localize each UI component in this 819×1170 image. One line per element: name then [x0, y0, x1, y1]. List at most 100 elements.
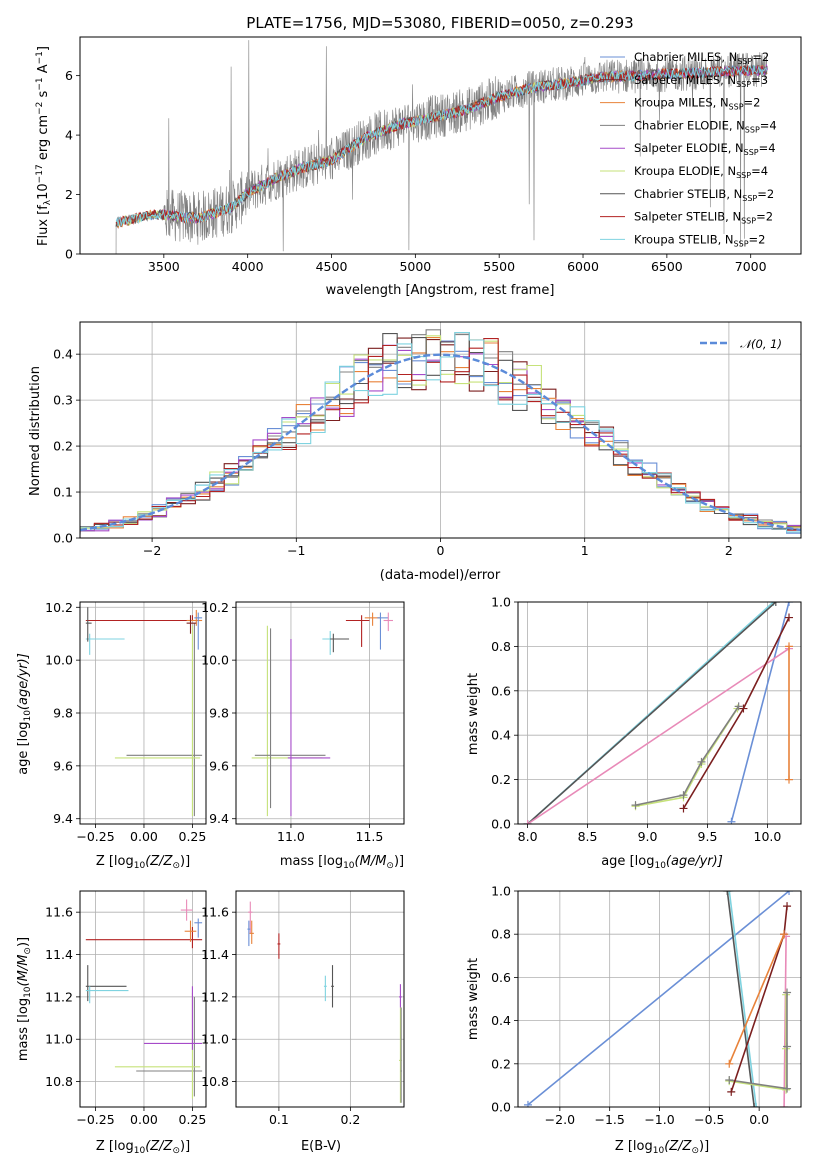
errorbar-kroupa-stelib: [85, 633, 125, 655]
weight-marker: [679, 791, 688, 800]
x-tick-label: 0.00: [130, 829, 158, 844]
x-tick-label: 10.0: [754, 829, 782, 844]
legend-sub: SSP: [736, 80, 751, 89]
x-tick-label: −1.0: [644, 1112, 674, 1127]
y-tick-label: 11.2: [45, 989, 73, 1004]
weight-marker: [783, 902, 792, 911]
y-tick-label: 9.4: [209, 811, 229, 826]
x-tick-label: −0.25: [76, 1112, 114, 1127]
legend-value: =2: [752, 50, 769, 64]
legend-sub: SSP: [741, 217, 756, 226]
legend-value: =2: [756, 210, 773, 224]
weight-marker: [725, 891, 734, 895]
weight-marker: [725, 1059, 734, 1068]
errorbar-salpeter-elodie: [287, 639, 331, 817]
legend-name: Salpeter STELIB, N: [634, 210, 741, 224]
weight-marker: [785, 775, 794, 784]
y-tick-label: 10.2: [201, 600, 229, 615]
y-tick-label: 1.0: [491, 884, 511, 899]
x-tick-label: 1: [581, 543, 589, 558]
x-tick-label: 6000: [567, 259, 599, 274]
x-tick-label: 8.5: [578, 829, 598, 844]
y-tick-label: 0.4: [53, 347, 73, 362]
spectrum-axes: 3500 4000 4500 5000 5500 6000 6500 7000 0 2 4 6: [65, 36, 802, 274]
legend-sub: SSP: [745, 125, 760, 134]
weight-line-pink: [783, 936, 787, 1107]
errorbar-pink: [383, 612, 394, 632]
weight-marker: [771, 602, 780, 606]
weight-marker: [785, 642, 794, 651]
y-tick-label: 9.6: [53, 758, 73, 773]
legend-label-kroupa-stelib: Kroupa STELIB, NSSP=2: [634, 232, 765, 248]
x-tick-label: −0.25: [76, 829, 114, 844]
y-tick-label: 11.0: [201, 1032, 229, 1047]
y-tick-label: 1.0: [491, 595, 511, 610]
weight-marker: [752, 1103, 761, 1107]
weight-marker: [783, 1084, 792, 1093]
weight-line-kroupa-stelib: [728, 891, 757, 1107]
weight-marker: [631, 801, 640, 810]
weight-marker: [739, 704, 748, 713]
y-tick-label: 10.0: [201, 653, 229, 668]
y-tick-label: 9.8: [209, 706, 229, 721]
y-tick-label: 6: [65, 68, 73, 83]
age-vs-mass-axes: 11.0 11.5 9.4 9.6 9.8 10.0 10.2: [201, 600, 405, 844]
y-tick-label: 0.4: [491, 728, 511, 743]
errorbar-chabrier-miles: [194, 918, 203, 938]
y-tick-label: 0.2: [53, 439, 73, 454]
x-tick-label: 2: [725, 543, 733, 558]
y-tick-label: 0.0: [491, 817, 511, 832]
mass-z-xlabel: Z [log10(Z/Z⊙)]: [96, 1139, 190, 1156]
y-tick-label: 4: [65, 128, 73, 143]
weight-marker: [734, 702, 743, 711]
y-tick-label: 9.4: [53, 811, 73, 826]
residuals-xlabel: (data-model)/error: [380, 568, 501, 583]
legend-value: =2: [744, 96, 761, 110]
x-tick-label: −0.5: [694, 1112, 724, 1127]
x-tick-label: −1.5: [594, 1112, 624, 1127]
legend-sub: SSP: [734, 239, 749, 248]
legend-name: Chabrier STELIB, N: [634, 187, 742, 201]
errorbar-chabrier-elodie: [126, 623, 203, 817]
age-mass-xlabel: mass [log10(M/M⊙)]: [280, 854, 404, 871]
y-tick-label: 0.1: [53, 485, 73, 500]
legend-sub: SSP: [737, 57, 752, 66]
errorbar-pink: [248, 901, 253, 934]
axes-frame: [79, 36, 802, 255]
x-tick-label: 4000: [232, 259, 264, 274]
weight-marker: [723, 891, 732, 895]
errorbar-salpeter-miles: [186, 615, 197, 634]
legend-label-chabrier-elodie: Chabrier ELODIE, NSSP=4: [634, 118, 777, 134]
axes-frame: [79, 890, 207, 1108]
y-tick-label: 11.2: [201, 989, 229, 1004]
weight-age-xlabel: age [log10(age/yr)]: [601, 854, 723, 871]
errorbar-chabrier-stelib: [85, 607, 92, 642]
x-tick-label: 11.5: [356, 829, 384, 844]
weight-vs-age-axes: 8.0 8.5 9.0 9.5 10.0 0.0 0.2 0.4 0.6 0.8 1.0: [491, 595, 802, 844]
x-tick-label: 9.5: [698, 829, 718, 844]
errorbar-salpeter-stelib: [345, 615, 370, 647]
x-tick-label: 11.0: [277, 829, 305, 844]
legend-sub: SSP: [729, 103, 744, 112]
gauss-legend-label: 𝒩(0, 1): [740, 337, 782, 351]
errorbar-salpeter-stelib: [277, 933, 281, 959]
axes-frame: [517, 601, 802, 825]
spectrum-xlabel: wavelength [Angstrom, rest frame]: [326, 283, 555, 298]
legend-name: Kroupa ELODIE, N: [634, 164, 736, 178]
axes-frame: [79, 601, 207, 825]
weight-marker: [727, 817, 736, 824]
plot-group: [85, 899, 203, 1099]
weight-marker: [523, 820, 532, 824]
y-tick-label: 11.4: [201, 947, 229, 962]
x-tick-label: −2.0: [545, 1112, 575, 1127]
y-tick-label: 0: [65, 247, 73, 262]
y-tick-label: 11.6: [201, 905, 229, 920]
weight-line-chabrier-miles: [730, 602, 790, 823]
x-tick-label: 4500: [316, 259, 348, 274]
x-tick-label: 0.00: [130, 1112, 158, 1127]
x-tick-label: 0.1: [269, 1112, 289, 1127]
weight-age-ylabel: mass weight: [466, 673, 481, 755]
errorbar-chabrier-stelib: [331, 965, 334, 1008]
x-tick-label: 3500: [148, 259, 180, 274]
